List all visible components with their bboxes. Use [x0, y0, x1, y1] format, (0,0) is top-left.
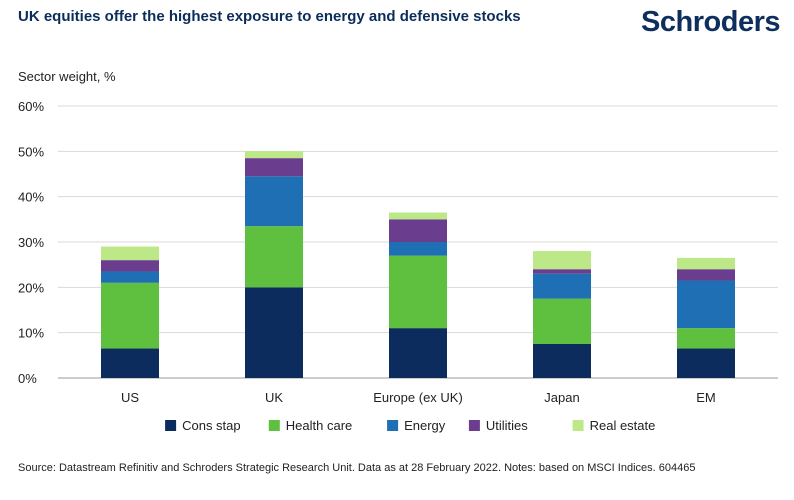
y-tick-label: 20% — [18, 280, 44, 295]
y-tick-label: 40% — [18, 190, 44, 205]
y-tick-label: 10% — [18, 326, 44, 341]
bar-segment — [389, 212, 447, 220]
legend: Cons stap Health care Energy Utilities Real … — [165, 418, 655, 433]
legend-swatch — [468, 420, 480, 431]
x-tick-label: UK — [265, 390, 283, 405]
legend-label: Energy — [404, 418, 446, 433]
bar-segment — [389, 255, 447, 329]
bar-segment — [245, 176, 303, 227]
y-tick-label: 0% — [18, 371, 37, 386]
bar-segment — [389, 328, 447, 378]
bar-segment — [533, 269, 591, 274]
x-tick-label: Europe (ex UK) — [373, 390, 463, 405]
bar-segment — [533, 344, 591, 378]
bar-segment — [101, 260, 159, 272]
legend-label: Utilities — [486, 418, 528, 433]
bar-segment — [677, 269, 735, 281]
bar-segment — [245, 226, 303, 288]
y-tick-label: 30% — [18, 235, 44, 250]
bar-segment — [677, 257, 735, 270]
legend-label: Cons stap — [182, 418, 241, 433]
x-tick-label: Japan — [544, 390, 579, 405]
bar-segment — [677, 348, 735, 378]
legend-label: Real estate — [590, 418, 656, 433]
y-tick-label: 60% — [18, 99, 44, 114]
y-tick-label: 50% — [18, 144, 44, 159]
x-axis-ticks: US UK Europe (ex UK) Japan EM — [121, 390, 716, 405]
schroders-logo: Schroders — [641, 6, 780, 38]
legend-swatch — [572, 420, 584, 431]
y-axis-ticks: 0% 10% 20% 30% 40% 50% 60% — [18, 99, 44, 386]
bar-segment — [389, 242, 447, 256]
bar-segment — [677, 328, 735, 349]
bars — [101, 151, 735, 378]
bar-segment — [101, 282, 159, 349]
source-note: Source: Datastream Refinitiv and Schrode… — [18, 462, 696, 474]
bar-segment — [245, 151, 303, 159]
x-tick-label: US — [121, 390, 139, 405]
y-axis-label: Sector weight, % — [18, 69, 116, 84]
stacked-bar-chart: 0% 10% 20% 30% 40% 50% 60% US UK Europe (ex UK) J… — [18, 99, 778, 433]
bar-segment — [533, 298, 591, 344]
bar-segment — [389, 219, 447, 242]
chart-title: UK equities offer the highest exposure t… — [18, 8, 521, 25]
bar-segment — [101, 246, 159, 261]
bar-segment — [101, 271, 159, 283]
legend-label: Health care — [286, 418, 352, 433]
bar-segment — [245, 158, 303, 177]
bar-segment — [245, 287, 303, 378]
bar-segment — [533, 273, 591, 299]
legend-swatch — [268, 420, 280, 431]
legend-swatch — [387, 420, 399, 431]
legend-swatch — [165, 420, 177, 431]
bar-segment — [677, 280, 735, 329]
x-tick-label: EM — [696, 390, 716, 405]
bar-segment — [101, 348, 159, 378]
bar-segment — [533, 251, 591, 270]
